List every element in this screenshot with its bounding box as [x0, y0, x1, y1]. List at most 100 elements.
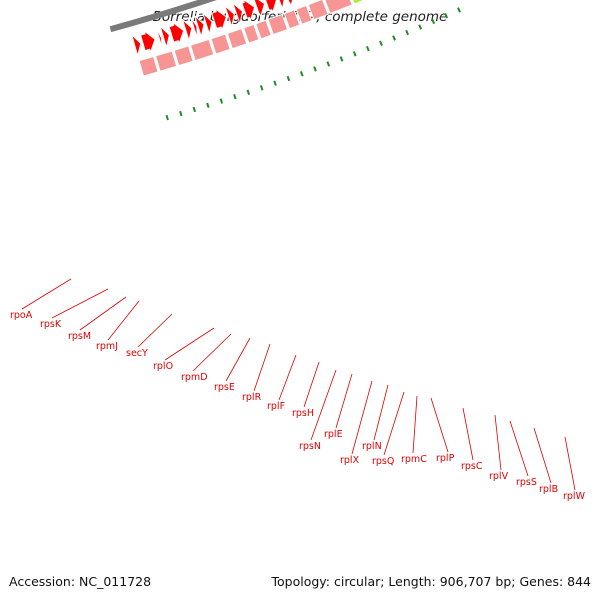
- gene-labels: rpoA rpsK rpsM rpmJ secY rplO rpmD rpsE rplR rplF…: [10, 278, 586, 502]
- reverse-gene-block: [295, 4, 313, 25]
- gene-leader-line: [509, 420, 529, 477]
- inner-tick: [179, 110, 183, 117]
- gene-label: rpmC: [401, 454, 427, 465]
- gene-leader-line: [564, 436, 576, 491]
- inner-tick: [299, 71, 304, 77]
- scale-ticks: [165, 7, 461, 121]
- gene-label: rpsN: [299, 441, 321, 452]
- inner-tick: [259, 85, 264, 91]
- inner-tick: [379, 40, 383, 47]
- inner-tick: [165, 114, 169, 121]
- forward-gene-arrow: [130, 33, 142, 58]
- gene-label: rplV: [489, 471, 509, 482]
- forward-gene-arrow: [241, 0, 256, 22]
- inner-tick: [313, 66, 317, 72]
- forward-gene-arrow: [181, 17, 193, 43]
- reverse-gene-block: [154, 50, 178, 72]
- gene-label: rplB: [539, 484, 558, 495]
- gene-label: rpsS: [516, 477, 537, 488]
- gene-leader-line: [335, 373, 353, 429]
- forward-gene-arrow: [253, 0, 266, 19]
- inner-tick: [273, 80, 277, 86]
- gene-leader-line: [383, 391, 405, 456]
- gene-leader-line: [351, 380, 373, 455]
- reverse-gene-block: [138, 55, 159, 77]
- gene-leader-line: [225, 337, 251, 382]
- inner-tick: [339, 56, 344, 62]
- gene-label: rplW: [563, 491, 586, 502]
- gene-leader-line: [303, 361, 320, 408]
- reverse-gene-block: [324, 0, 353, 15]
- forward-gene-arrow: [211, 7, 227, 32]
- inner-tick: [418, 24, 423, 30]
- reverse-gene-block: [210, 33, 231, 55]
- gene-leader-line: [462, 407, 474, 461]
- gene-label: rplX: [340, 455, 360, 466]
- gene-leader-line: [278, 354, 297, 401]
- gene-leader-line: [192, 333, 232, 372]
- gene-leader-line: [412, 395, 418, 454]
- gene-leader-line: [430, 397, 449, 453]
- topology-text: Topology: circular; Length: 906,707 bp; …: [271, 574, 592, 589]
- reverse-strand-genes: [138, 0, 366, 77]
- forward-gene-arrow: [201, 11, 213, 36]
- accession-text: Accession: NC_011728: [9, 574, 152, 589]
- gene-label: rpsH: [292, 408, 314, 419]
- inner-tick: [457, 7, 461, 13]
- reverse-gene-block: [283, 9, 301, 30]
- forward-strand-genes: [130, 0, 294, 58]
- reverse-gene-block: [352, 0, 366, 5]
- reverse-gene-block: [242, 23, 260, 44]
- reverse-gene-block: [173, 45, 194, 67]
- reverse-gene-block: [255, 19, 272, 40]
- inner-tick: [405, 29, 410, 36]
- gene-label: rplR: [242, 392, 262, 403]
- gene-label: rpoA: [10, 310, 33, 321]
- gene-label: rplF: [267, 401, 285, 412]
- reverse-gene-block: [267, 13, 289, 36]
- inner-tick: [246, 89, 251, 95]
- gene-label: rplE: [324, 429, 343, 440]
- inner-tick: [444, 13, 449, 19]
- gene-label: rpsK: [40, 319, 62, 330]
- gene-label: rplO: [153, 361, 173, 372]
- inner-tick: [366, 45, 370, 52]
- gene-leader-line: [310, 369, 337, 441]
- backbone-ring: [109, 0, 217, 33]
- gene-leader-line: [164, 327, 215, 361]
- forward-gene-arrow: [193, 14, 205, 39]
- forward-gene-arrow: [287, 0, 294, 8]
- reverse-gene-block: [226, 27, 248, 50]
- inner-tick: [431, 18, 436, 25]
- gene-label: rpsQ: [372, 456, 394, 467]
- forward-gene-arrow: [265, 0, 277, 15]
- gene-leader-line: [253, 343, 271, 392]
- inner-tick: [286, 75, 291, 82]
- gene-label: rpmD: [181, 372, 208, 383]
- gene-label: secY: [126, 348, 148, 359]
- reverse-gene-block: [189, 38, 215, 62]
- forward-gene-arrow: [223, 4, 235, 29]
- gene-leader-line: [533, 427, 552, 484]
- inner-tick: [192, 106, 197, 113]
- gene-leader-line: [107, 300, 140, 341]
- gene-label: rpsE: [214, 382, 235, 393]
- gene-label: rplN: [362, 441, 382, 452]
- gene-leader-line: [373, 384, 389, 441]
- forward-gene-arrow: [139, 29, 156, 54]
- gene-leader-line: [137, 313, 173, 348]
- forward-gene-arrow: [155, 27, 163, 49]
- backbone: [109, 0, 217, 33]
- gene-label: rplP: [436, 453, 455, 464]
- gene-leader-line: [79, 296, 127, 331]
- gene-leader-line: [51, 288, 109, 319]
- forward-gene-arrow: [168, 21, 185, 46]
- gene-label: rpmJ: [96, 341, 118, 352]
- forward-gene-arrow: [231, 1, 244, 26]
- inner-tick: [352, 51, 357, 57]
- inner-tick: [219, 98, 224, 104]
- inner-tick: [392, 35, 396, 41]
- gene-label: rpsC: [461, 461, 483, 472]
- forward-gene-arrow: [190, 16, 198, 39]
